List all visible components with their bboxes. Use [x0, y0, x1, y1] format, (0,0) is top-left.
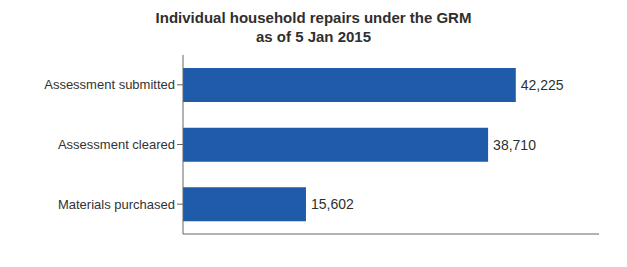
svg-text:38,710: 38,710 — [493, 137, 536, 153]
svg-text:Assessment cleared: Assessment cleared — [58, 137, 175, 152]
html-text:as of 5 Jan 2015: as of 5 Jan 2015 — [256, 28, 371, 45]
svg-text:Materials purchased: Materials purchased — [58, 197, 175, 212]
svg-text:15,602: 15,602 — [311, 196, 354, 212]
html-text:Individual household repairs u: Individual household repairs under the G… — [155, 9, 472, 26]
svg-text:Assessment submitted: Assessment submitted — [44, 77, 175, 92]
svg-text:42,225: 42,225 — [521, 77, 564, 93]
